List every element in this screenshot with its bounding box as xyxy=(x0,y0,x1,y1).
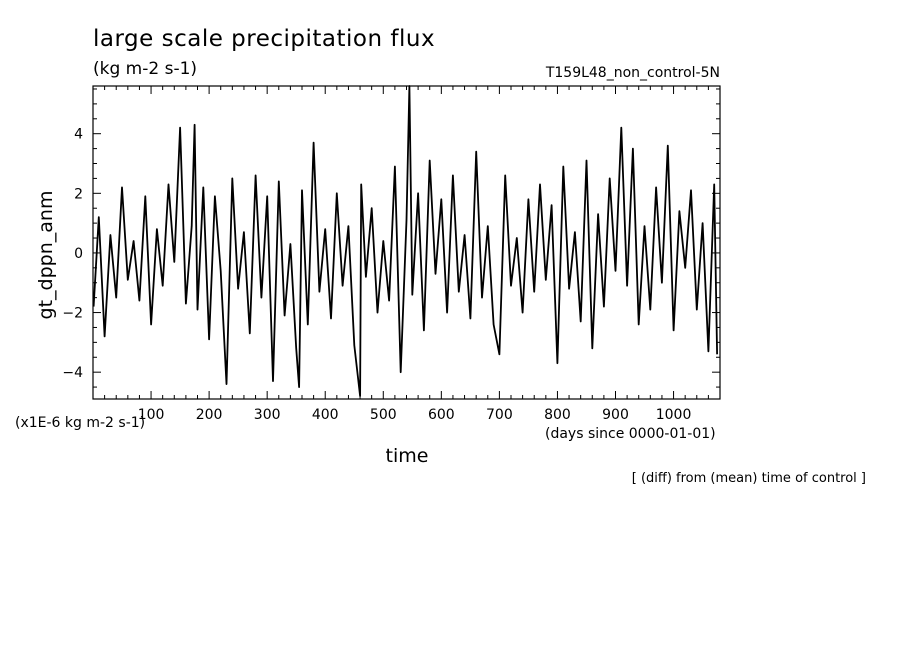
x-tick-label: 300 xyxy=(254,407,281,423)
y-scale-note: (x1E-6 kg m-2 s-1) xyxy=(15,415,145,431)
y-axis-label: gt_dppn_anm xyxy=(35,191,57,320)
series-layer xyxy=(92,85,718,397)
x-tick-label: 800 xyxy=(544,407,571,423)
x-tick-label: 500 xyxy=(370,407,397,423)
x-units-note: (days since 0000-01-01) xyxy=(545,426,716,442)
run-label: T159L48_non_control-5N xyxy=(545,65,720,81)
footnote: [ (diff) from (mean) time of control ] xyxy=(632,471,866,486)
axis-ticks: 100 200 300 400 500 600 700 800 900 1000 −4 −2 0 2 4 xyxy=(62,86,720,423)
x-tick-label: 200 xyxy=(196,407,223,423)
chart-title: large scale precipitation flux xyxy=(93,26,435,52)
x-tick-label: 600 xyxy=(428,407,455,423)
x-tick-label: 100 xyxy=(138,407,165,423)
y-tick-label: −4 xyxy=(62,365,83,381)
chart-units: (kg m-2 s-1) xyxy=(93,59,197,79)
y-tick-label: 0 xyxy=(74,246,83,262)
series-line xyxy=(92,85,718,397)
x-tick-label: 900 xyxy=(602,407,629,423)
y-tick-label: −2 xyxy=(62,306,83,322)
x-axis-label: time xyxy=(386,445,429,467)
x-tick-label: 400 xyxy=(312,407,339,423)
y-tick-label: 4 xyxy=(74,127,83,143)
x-tick-label: 1000 xyxy=(656,407,692,423)
x-tick-label: 700 xyxy=(486,407,513,423)
y-tick-label: 2 xyxy=(74,186,83,202)
